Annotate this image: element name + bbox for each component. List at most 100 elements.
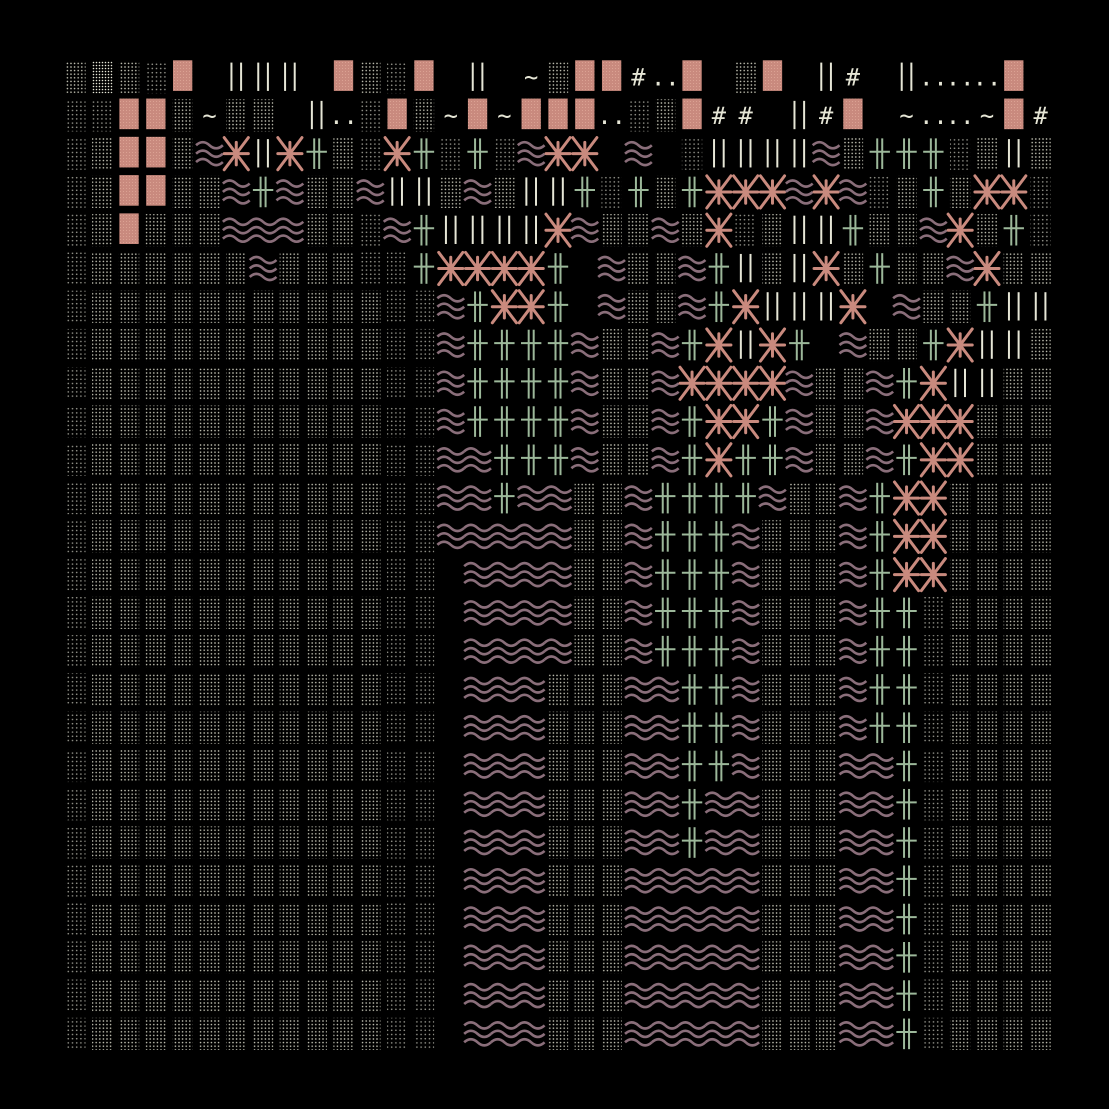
solid-block-icon — [575, 60, 595, 91]
wave-icon — [838, 1021, 868, 1047]
dots-fine — [65, 979, 86, 1012]
dots-medium — [92, 443, 113, 476]
dots-medium — [333, 788, 354, 821]
dots-medium — [949, 941, 971, 974]
dots-fine — [386, 788, 408, 821]
dots-medium — [279, 405, 301, 438]
dots-medium — [333, 558, 354, 591]
dots-medium — [762, 788, 783, 821]
double-cross-icon — [521, 329, 542, 361]
dots-medium — [145, 1017, 167, 1050]
dots-fine — [386, 328, 408, 362]
wave-icon — [463, 714, 492, 741]
tilde-face-glyph: ~ — [444, 102, 458, 130]
dots-medium — [118, 1017, 140, 1050]
dots-fine — [949, 137, 971, 170]
dots-medium — [1030, 252, 1051, 285]
dots-medium — [145, 673, 167, 706]
svg-text:~: ~ — [980, 102, 994, 130]
dots-medium — [1030, 902, 1051, 936]
wave-icon — [919, 217, 948, 243]
dots-medium — [789, 1017, 810, 1050]
dots-medium — [333, 826, 354, 859]
dots-medium — [252, 328, 274, 362]
dots-medium — [815, 558, 837, 591]
dots-fine — [923, 711, 944, 744]
double-cross-icon — [896, 712, 917, 744]
wave-icon — [650, 906, 680, 932]
solid-block-icon — [119, 98, 139, 130]
double-cross-icon — [681, 482, 703, 514]
dots-medium — [976, 864, 998, 897]
double-cross-icon — [521, 444, 542, 476]
dots-medium — [172, 979, 193, 1012]
wave-icon — [731, 829, 760, 856]
dots-medium — [172, 405, 193, 438]
wave-icon — [624, 561, 653, 588]
dots-medium — [762, 979, 783, 1012]
dots-medium — [92, 405, 113, 438]
dots-medium — [279, 1017, 301, 1050]
dots-medium — [172, 635, 193, 668]
dots-medium — [1003, 367, 1024, 400]
dots-medium — [574, 902, 595, 936]
double-cross-icon — [521, 406, 542, 437]
wave-icon — [463, 868, 492, 894]
dots-medium — [574, 864, 595, 897]
double-cross-icon — [467, 138, 488, 169]
double-cross-icon — [413, 253, 435, 284]
dots-fine — [65, 520, 86, 553]
dots-medium — [762, 635, 783, 668]
dots-fine — [65, 941, 86, 974]
wave-icon — [624, 676, 653, 703]
dots-fine — [65, 596, 86, 629]
dots-medium — [226, 443, 247, 476]
asterisk-star-icon — [812, 250, 840, 287]
dots-medium — [1030, 367, 1051, 400]
vertical-bars-icon — [981, 368, 993, 398]
dots-medium — [949, 826, 971, 859]
wave-icon — [704, 1021, 734, 1047]
dots-medium — [1003, 520, 1024, 553]
dots-fine — [386, 482, 408, 515]
dots-medium — [789, 558, 810, 591]
dots-medium — [976, 979, 998, 1012]
dots-medium — [118, 520, 140, 553]
solid-block-icon — [682, 60, 702, 91]
dots-fine — [869, 175, 890, 209]
dots-fine — [386, 443, 408, 476]
wave-icon — [543, 523, 573, 550]
asterisk-star-icon — [919, 480, 947, 516]
dots-medium — [762, 711, 783, 744]
asterisk-star-icon — [705, 365, 733, 401]
dots-medium — [118, 902, 140, 936]
dots-medium — [279, 252, 301, 285]
solid-block-icon — [119, 213, 139, 244]
dots-medium — [574, 788, 595, 821]
dots-medium — [360, 941, 381, 974]
double-cross-icon — [869, 597, 890, 629]
wave-icon — [624, 829, 653, 856]
wave-icon — [221, 179, 251, 205]
dots-medium — [976, 826, 998, 859]
dots-medium — [360, 328, 381, 362]
dots-fine — [413, 749, 435, 783]
double-cross-icon — [494, 329, 515, 361]
dots-fine — [360, 214, 381, 247]
vertical-bars-icon — [418, 177, 430, 206]
vertical-bars-icon — [739, 139, 752, 168]
wave-icon — [731, 638, 760, 664]
dots-medium — [547, 902, 569, 936]
dots-medium — [1003, 596, 1024, 629]
dots-fine — [65, 328, 86, 362]
vertical-bars-icon — [1034, 292, 1047, 321]
wave-icon — [838, 829, 868, 856]
dots-medium — [976, 596, 998, 629]
dots-medium — [226, 673, 247, 706]
double-cross-icon — [896, 827, 917, 858]
dots-medium — [92, 788, 113, 821]
asterisk-star-icon — [973, 250, 1001, 287]
wave-icon — [811, 140, 841, 167]
dots-medium — [789, 864, 810, 897]
double-cross-icon — [896, 942, 917, 973]
